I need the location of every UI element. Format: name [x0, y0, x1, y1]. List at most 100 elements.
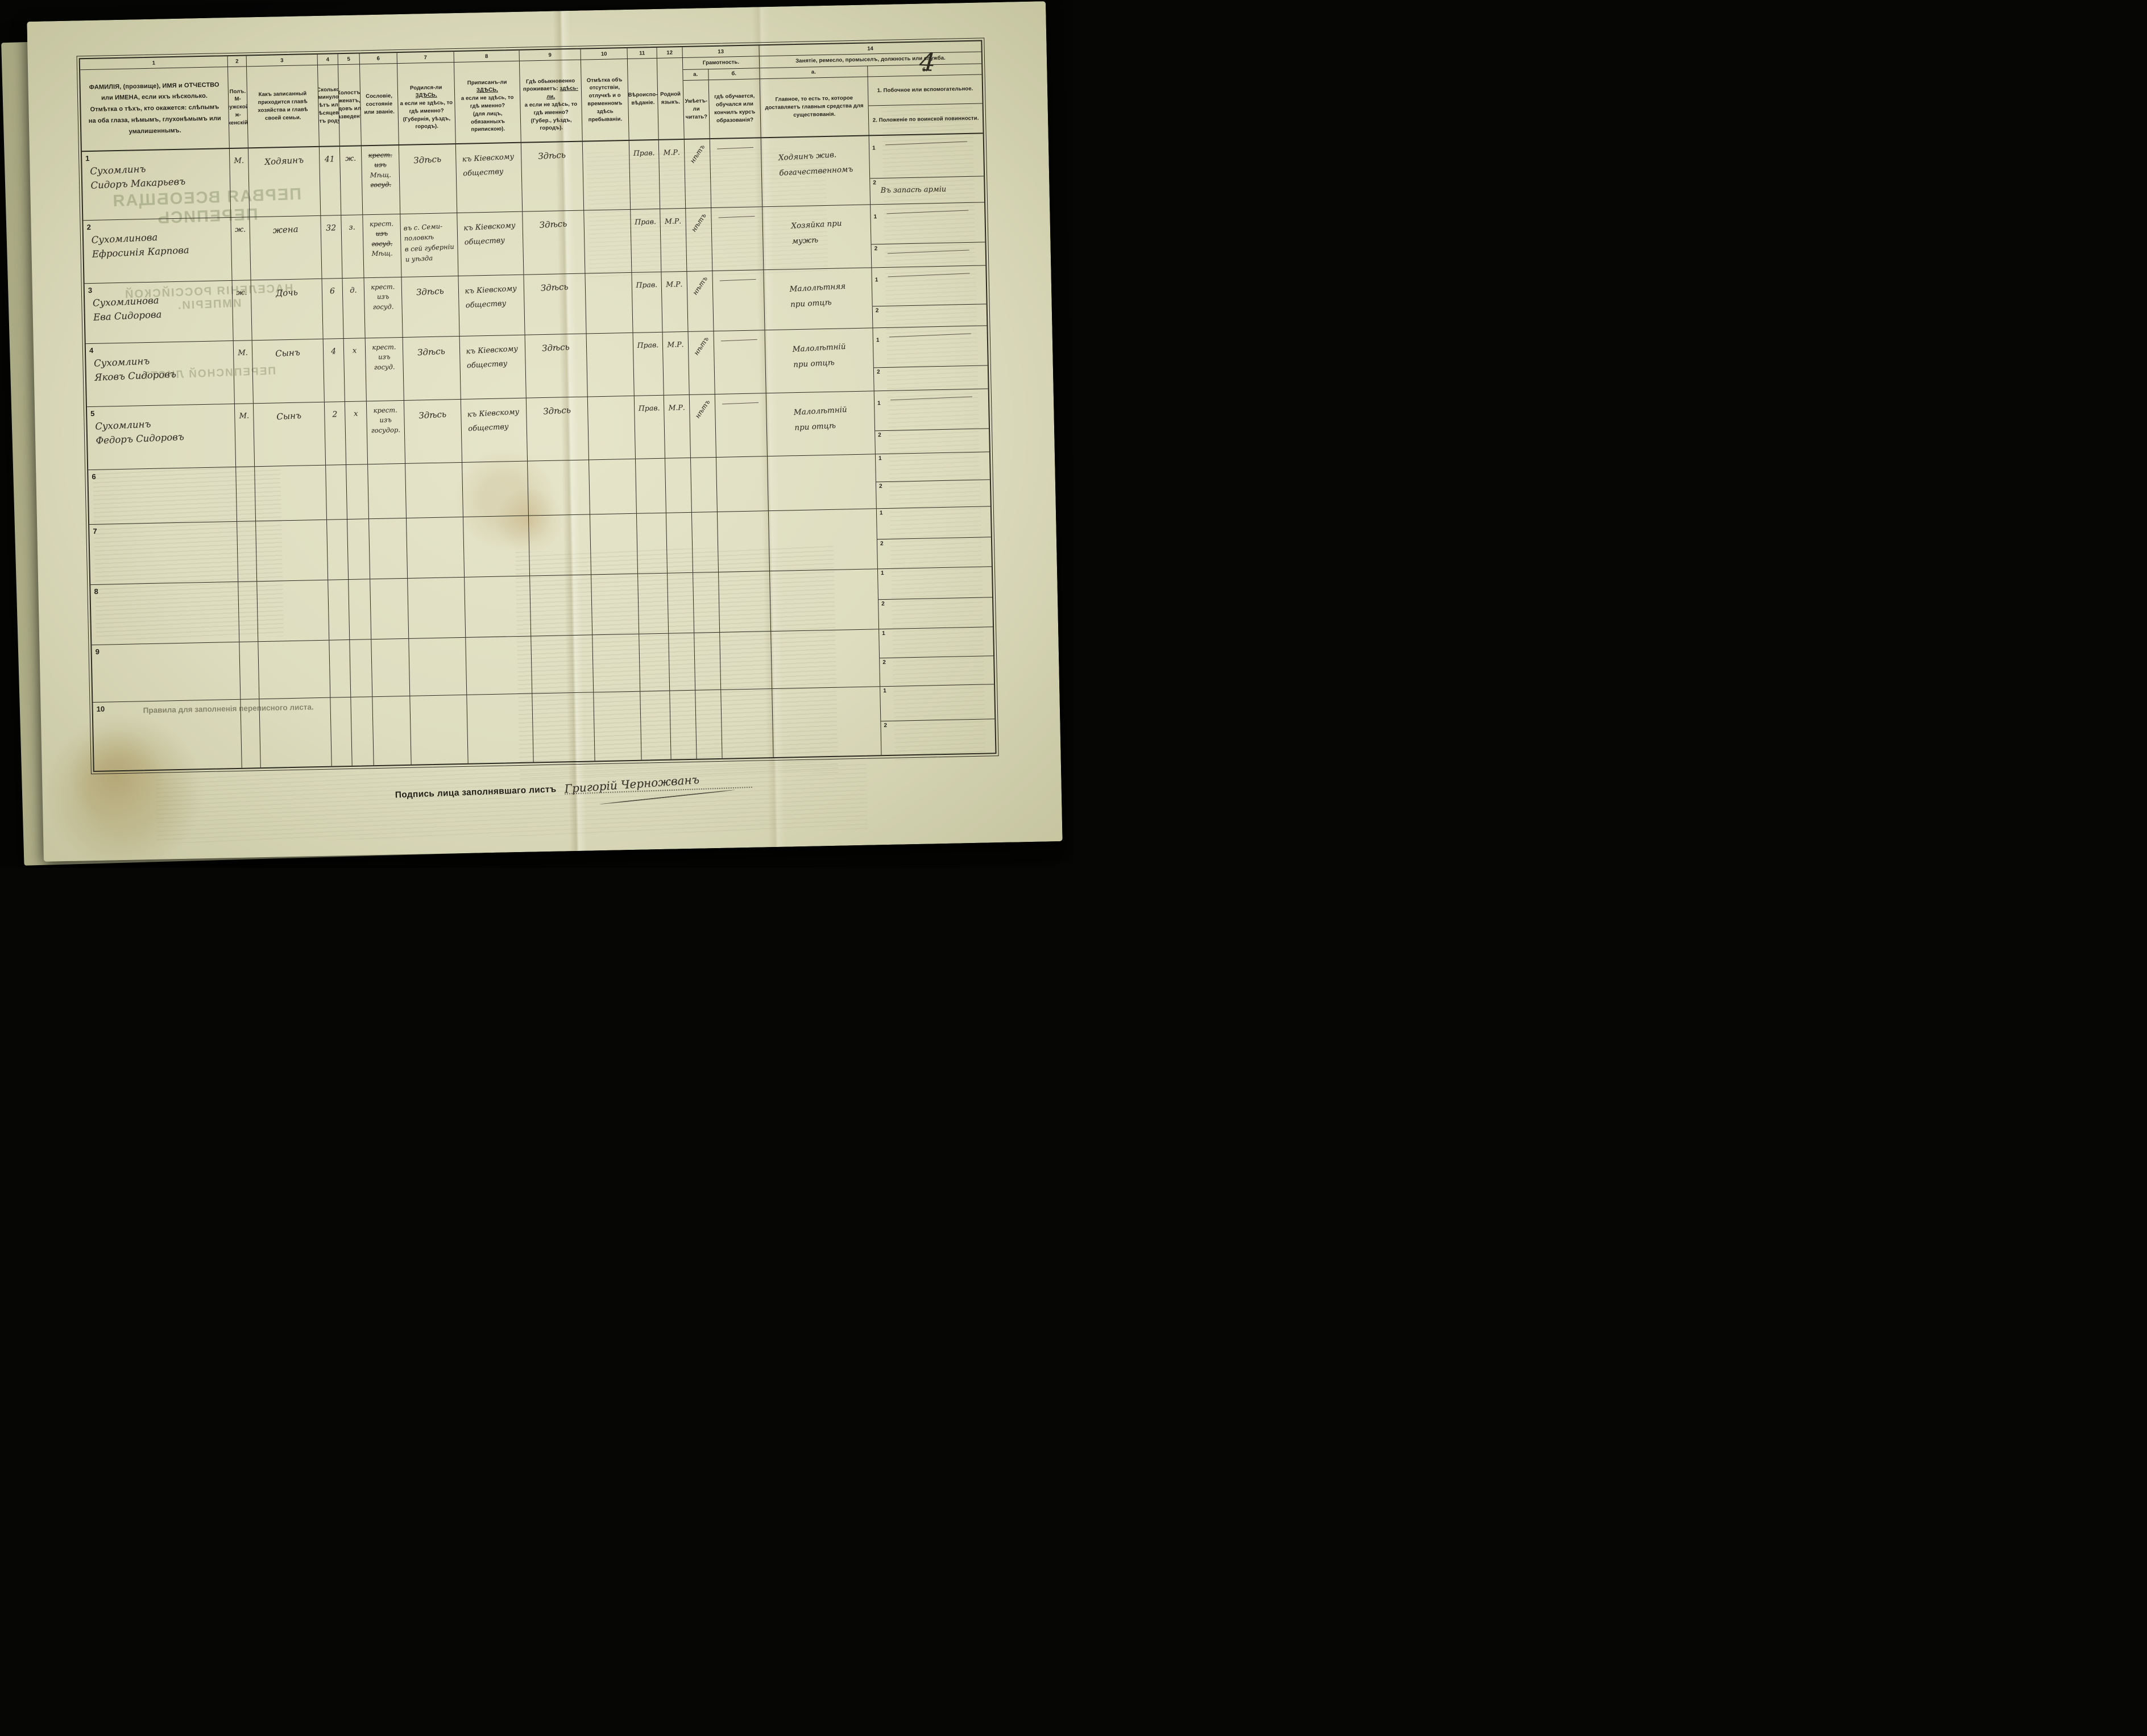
cell-occupation-side: 1 — [871, 210, 985, 244]
estate-line: изъ — [376, 292, 389, 301]
estate-line: изъ — [375, 229, 388, 238]
subrow-label: 2 — [878, 483, 882, 489]
subrow-label: 2 — [876, 369, 880, 376]
cell-marital — [346, 464, 370, 519]
handwritten-entry: нѣтъ — [693, 398, 712, 420]
cell-religion: Прав. — [634, 395, 665, 459]
cell-occupation-main — [772, 687, 882, 758]
subrow-label: 1 — [882, 630, 885, 637]
cell-registration — [462, 461, 529, 517]
handwritten-entry: х — [353, 409, 358, 418]
handwritten-entry: х — [352, 346, 357, 355]
handwritten-entry: Ходяинъ жив. богачественномъ — [778, 150, 853, 178]
cell-absence — [586, 333, 635, 397]
estate-line: крест. — [372, 343, 396, 352]
column-number: 9 — [519, 49, 581, 61]
cell-military-status: 2 — [871, 242, 986, 268]
cell-occupation-side: 1 — [880, 684, 994, 721]
column-number: 11 — [627, 47, 657, 59]
handwritten-entry: 6 — [329, 286, 335, 296]
cell-occupation-side: 1 — [873, 333, 988, 367]
cell-occupation-side: 1 — [878, 567, 992, 599]
cell-name: 2 Сухомлинова Ефросинія Карпова — [83, 217, 233, 284]
header-registration-underlined: ЗДѢСЬ, — [476, 86, 498, 94]
header-birthplace-underlined: ЗДѢСЬ, — [415, 92, 437, 99]
cell-age — [328, 579, 350, 640]
cell-sex: ж. — [231, 217, 251, 280]
cell-residence — [532, 692, 595, 762]
subrow-label: 2 — [884, 722, 888, 729]
header-registration: Приписанъ-ли ЗДѢСЬ, а если не здѣсь, то … — [454, 61, 521, 144]
cell-absence — [585, 272, 633, 334]
cell-religion: Прав. — [632, 272, 663, 333]
handwritten-entry: Сухомлинъ Яковъ Сидоровъ — [93, 355, 177, 383]
cell-sex: М. — [233, 340, 254, 404]
row-number: 5 — [90, 409, 95, 418]
cell-occupation-main — [767, 454, 877, 511]
cell-name: 3 Сухомлинова Ева Сидорова — [84, 280, 234, 344]
cell-religion — [636, 458, 666, 513]
column-number: 3 — [246, 54, 318, 67]
cell-absence — [582, 140, 631, 210]
cell-residence: Здѣсь — [524, 273, 587, 335]
cell-residence: Здѣсь — [521, 142, 585, 211]
cell-estate — [368, 463, 407, 519]
header-literacy-read: Умѣетъ-ли читать? — [683, 80, 710, 139]
cell-literacy-read: нѣтъ — [689, 394, 716, 458]
subrow-label: 1 — [876, 337, 880, 344]
cell-sex — [237, 521, 258, 582]
cell-occupation-side: 1 — [877, 506, 991, 539]
header-birthplace: Родился-ли ЗДѢСЬ, а если не здѣсь, то гд… — [397, 63, 456, 145]
cell-residence — [528, 460, 590, 516]
subrow-label: 2 — [873, 180, 877, 186]
cell-military-status: 2 — [875, 428, 989, 454]
handwritten-entry: М. — [239, 412, 250, 421]
header-literacy-title: Грамотность. — [682, 56, 760, 70]
row-number: 10 — [96, 704, 105, 713]
cell-language: М.Р. — [661, 271, 689, 332]
cell-relation: Сынъ — [253, 402, 326, 467]
cell-age: 2 — [324, 402, 347, 465]
cell-religion — [636, 513, 668, 574]
subrow-label: 2 — [878, 432, 881, 439]
cell-occupation-side: 1 — [874, 396, 989, 430]
estate-line: крест. — [369, 219, 394, 229]
cell-registration: къ Кіевскому обществу — [457, 211, 524, 276]
cell-age — [327, 519, 349, 580]
handwritten-entry: М.Р. — [667, 340, 684, 349]
column-number: 13 — [682, 45, 760, 57]
cell-military-status: 2 — [876, 479, 990, 509]
header-occupation-main: Главное, то есть то, которое доставляетъ… — [760, 76, 869, 138]
header-literacy-group: Грамотность. а. б. Умѣетъ-ли читать? гдѣ… — [682, 56, 761, 139]
header-registration-pre: Приписанъ-ли — [467, 78, 507, 86]
cell-sex — [238, 582, 259, 642]
cell-military-status: 2 — [881, 719, 996, 755]
handwritten-estate: крест. изъ госуд. Мѣщ. — [364, 219, 399, 259]
row-number: 2 — [86, 222, 92, 232]
handwritten-entry: М.Р. — [666, 280, 683, 289]
cell-occupation-main: Малолѣтняя при отцѣ — [764, 268, 873, 330]
dash-mark — [722, 402, 759, 405]
cell-literacy-education — [716, 456, 769, 512]
handwritten-entry: нѣтъ — [690, 275, 709, 297]
cell-literacy-read: нѣтъ — [684, 139, 712, 208]
header-residence-post: а если не здѣсь, то гдѣ именно? (Губер.,… — [524, 101, 578, 132]
dash-mark — [889, 333, 971, 338]
handwritten-estate: крест. изъ госудор. — [368, 405, 403, 435]
cell-birthplace — [408, 577, 466, 638]
header-absence: Отмѣтка объ отсутствіи, отлучкѣ и о врем… — [581, 59, 629, 141]
handwritten-entry: Здѣсь — [541, 342, 570, 354]
cell-religion: Прав. — [631, 209, 662, 272]
handwritten-signature: Григорій Черножванъ — [563, 773, 700, 796]
handwritten-entry: М.Р. — [663, 148, 680, 157]
signature-block: Подпись лица заполнявшаго листъ Григорій… — [395, 773, 752, 805]
cell-marital — [350, 639, 373, 697]
cell-name: 10 — [93, 699, 242, 771]
cell-birthplace — [409, 637, 467, 696]
cell-literacy-education — [717, 511, 770, 572]
cell-name: 7 — [89, 521, 239, 585]
cell-estate — [369, 518, 408, 579]
handwritten-entry: 41 — [324, 155, 335, 164]
